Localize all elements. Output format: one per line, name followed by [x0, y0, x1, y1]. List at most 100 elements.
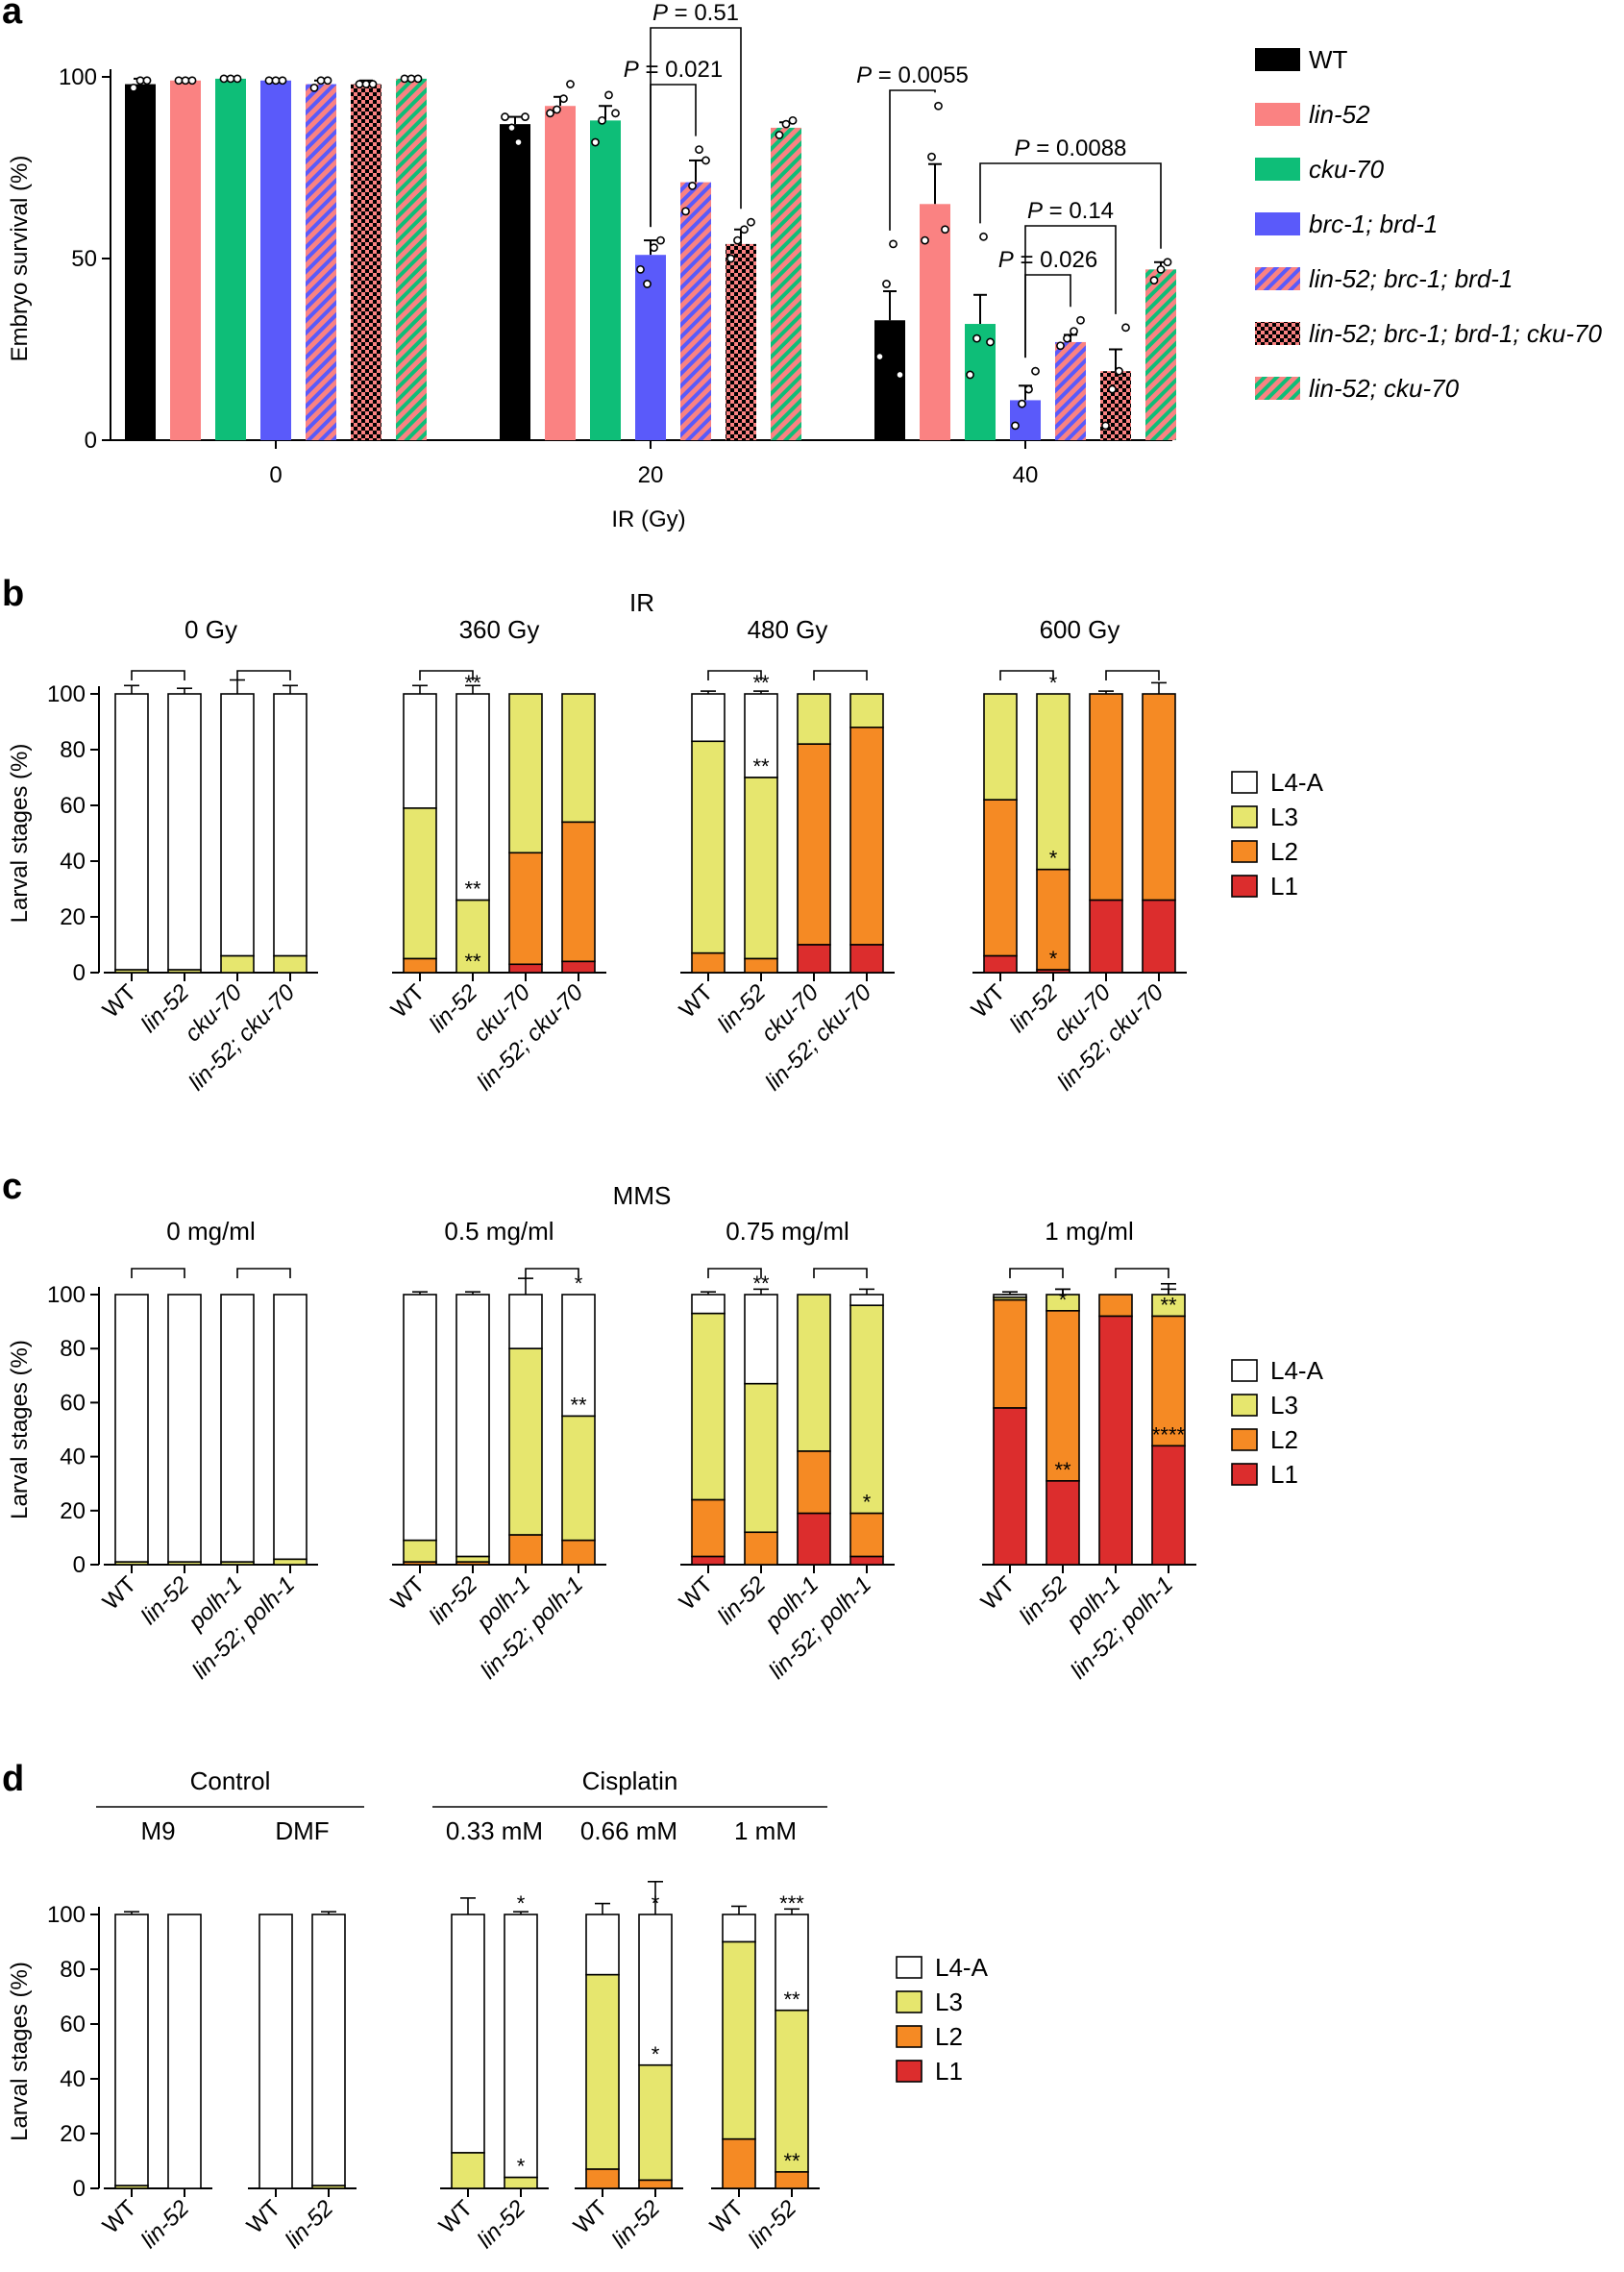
data-point [187, 76, 197, 86]
group-label: 360 Gy [459, 615, 540, 644]
bar-segment-L4A [403, 693, 437, 809]
data-point [1121, 323, 1130, 333]
comparison-bracket [131, 1268, 185, 1278]
bar-segment-L2 [561, 821, 596, 963]
data-point [1024, 384, 1033, 394]
data-point [129, 83, 138, 92]
data-point [1115, 366, 1123, 376]
group-label: 0.66 mM [580, 1816, 677, 1845]
bar-segment-L4A [508, 1294, 543, 1350]
significance-stars: * [652, 2042, 660, 2066]
bar-segment-L4A [403, 1294, 437, 1542]
data-point [788, 115, 798, 125]
data-point [174, 76, 184, 86]
bar-segment-L3 [691, 740, 726, 954]
bar-segment-L1 [1046, 1480, 1080, 1566]
panel-label-b: b [2, 574, 24, 614]
significance-bracket [1024, 274, 1071, 358]
bar-segment-L2 [508, 1534, 543, 1566]
bar-segment-L4A [311, 1914, 346, 2186]
significance-bracket [889, 89, 936, 231]
group-label: 0 Gy [185, 615, 237, 644]
bar-segment-L3 [114, 1561, 149, 1566]
bar-segment-L4A [849, 1294, 884, 1307]
bar-segment-L2 [1098, 1294, 1133, 1318]
bar-segment-L2 [849, 1512, 884, 1558]
data-point [927, 152, 936, 161]
bar-segment-L1 [1151, 1445, 1186, 1566]
x-tick-label: WT [675, 979, 719, 1024]
bar-segment-L4A [114, 1294, 149, 1563]
significance-stars: ** [1160, 1293, 1177, 1317]
data-point [219, 74, 229, 84]
data-point [1018, 399, 1026, 408]
data-point [226, 74, 235, 84]
bar [125, 84, 156, 440]
significance-stars: **** [1152, 1422, 1186, 1446]
legend-label: L3 [1270, 1391, 1298, 1420]
bar-segment-L3 [455, 899, 490, 974]
data-point [142, 76, 152, 86]
x-axis-label: IR (Gy) [611, 506, 685, 532]
bar-segment-L3 [691, 1312, 726, 1501]
bar [215, 78, 246, 440]
significance-stars: * [575, 1272, 583, 1296]
bar-segment-L1 [849, 944, 884, 974]
bar-segment-L3 [1036, 693, 1070, 871]
comparison-bracket [131, 670, 185, 680]
legend-swatch [1255, 322, 1300, 345]
legend-swatch [896, 1956, 923, 1979]
bar-segment-L1 [983, 954, 1018, 974]
y-tick-label: 20 [60, 1498, 86, 1524]
p-value-label: P = 0.0055 [856, 62, 969, 88]
data-point [1101, 421, 1110, 431]
bar-segment-L2 [1089, 693, 1123, 901]
x-tick-label: lin-52 [136, 2195, 195, 2254]
significance-stars: ** [1054, 1458, 1071, 1482]
group-label: 0.5 mg/ml [444, 1217, 554, 1246]
data-point [650, 243, 658, 253]
significance-stars: ** [783, 1988, 800, 2012]
bar-segment-L2 [691, 1498, 726, 1558]
x-tick-label: lin-52 [744, 2195, 802, 2254]
data-point [233, 74, 242, 84]
bar-segment-L4A [744, 1294, 778, 1385]
data-point [941, 225, 949, 235]
significance-stars: ** [464, 877, 481, 901]
bar-segment-L4A [273, 693, 308, 957]
y-axis-label: Larval stages (%) [7, 1340, 33, 1519]
y-tick-label: 40 [60, 849, 86, 875]
bar-segment-L1 [508, 963, 543, 974]
chart-title: MMS [613, 1181, 672, 1210]
legend-label: L1 [1270, 1460, 1298, 1489]
bar-segment-L4A [167, 1294, 202, 1563]
y-tick-label: 40 [60, 2066, 86, 2092]
legend-label: L1 [1270, 872, 1298, 901]
bar-segment-L2 [1142, 693, 1176, 901]
group-label: 0.33 mM [446, 1816, 543, 1845]
bar-segment-L3 [451, 2152, 485, 2189]
data-point [323, 76, 332, 86]
bar-segment-L2 [455, 1561, 490, 1566]
bar [396, 78, 427, 440]
significance-stars: ** [464, 950, 481, 974]
data-point [413, 74, 423, 84]
bar-segment-L1 [561, 960, 596, 974]
x-tick-label: 20 [638, 462, 664, 488]
significance-stars: * [1059, 1288, 1068, 1312]
bar-segment-L4A [220, 1294, 255, 1563]
comparison-bracket [236, 1268, 291, 1278]
y-tick-label: 80 [60, 1957, 86, 1983]
bar-segment-L4A [258, 1914, 293, 2189]
data-point [514, 137, 523, 147]
data-point [400, 74, 409, 84]
y-tick-label: 60 [60, 2012, 86, 2037]
bar-segment-L3 [797, 693, 831, 746]
data-point [598, 115, 606, 125]
legend-label: L4-A [1270, 1356, 1324, 1385]
bar-segment-L2 [849, 726, 884, 946]
data-point [781, 119, 791, 129]
legend-label: brc-1; brd-1 [1309, 210, 1438, 238]
bar-segment-L3 [403, 1539, 437, 1563]
bar-segment-L4A [504, 1914, 538, 2179]
